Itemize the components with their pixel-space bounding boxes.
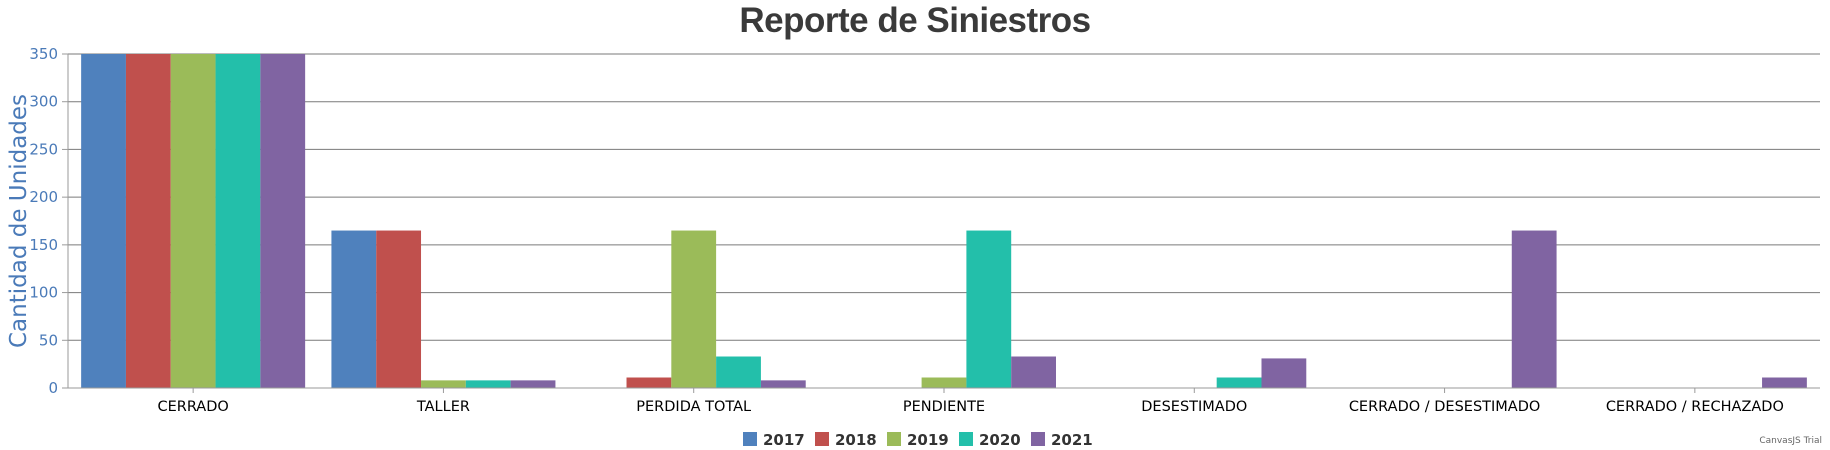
chart-title: Reporte de Siniestros <box>739 1 1091 40</box>
bar <box>1511 230 1557 388</box>
bar <box>465 380 511 388</box>
bar <box>966 230 1012 388</box>
y-tick-labels: 0 50 100 150 200 250 300 350 <box>29 45 58 397</box>
bar <box>170 54 216 388</box>
bar <box>1261 358 1307 388</box>
y-tick-label: 50 <box>39 331 58 349</box>
legend-swatch <box>887 432 901 446</box>
y-tick-label: 0 <box>48 379 58 397</box>
bar <box>921 377 967 388</box>
bar <box>1216 377 1262 388</box>
y-tick-label: 350 <box>29 45 58 63</box>
legend-label: 2021 <box>1051 431 1093 449</box>
category-label: DESESTIMADO <box>1141 399 1247 415</box>
bar <box>260 54 306 388</box>
bar <box>626 377 672 388</box>
category-label: CERRADO / RECHAZADO <box>1606 399 1784 415</box>
category-labels: CERRADO TALLER PERDIDA TOTAL PENDIENTE DESES… <box>157 399 1783 415</box>
legend-swatch <box>815 432 829 446</box>
y-tick-label: 100 <box>29 284 58 302</box>
bar <box>760 380 806 388</box>
legend: 2017 2018 2019 2020 2021 <box>743 431 1093 449</box>
category-label: CERRADO / DESESTIMADO <box>1349 399 1541 415</box>
bar <box>331 230 377 388</box>
legend-label: 2020 <box>979 431 1021 449</box>
bar <box>510 380 556 388</box>
legend-label: 2019 <box>907 431 949 449</box>
credit-text: CanvasJS Trial <box>1759 436 1822 446</box>
y-tick-label: 300 <box>29 93 58 111</box>
bar <box>421 380 466 388</box>
legend-swatch <box>959 432 973 446</box>
category-label: TALLER <box>416 399 470 415</box>
category-label: PERDIDA TOTAL <box>636 399 751 415</box>
bar <box>1011 356 1056 388</box>
bar <box>376 230 422 388</box>
axes <box>67 54 1820 393</box>
y-tick-label: 250 <box>29 140 58 158</box>
legend-label: 2018 <box>835 431 877 449</box>
bar <box>1762 377 1807 388</box>
bar <box>215 54 261 388</box>
bar <box>81 54 126 388</box>
bar <box>716 356 761 388</box>
y-axis-label: Cantidad de Unidades <box>6 94 32 348</box>
bar <box>671 230 717 388</box>
category-label: CERRADO <box>157 399 228 415</box>
bar <box>125 54 171 388</box>
bars <box>81 54 1807 388</box>
category-label: PENDIENTE <box>903 399 985 415</box>
legend-label: 2017 <box>763 431 805 449</box>
legend-swatch <box>1031 432 1045 446</box>
y-tick-label: 200 <box>29 188 58 206</box>
y-tick-label: 150 <box>29 236 58 254</box>
legend-swatch <box>743 432 757 446</box>
